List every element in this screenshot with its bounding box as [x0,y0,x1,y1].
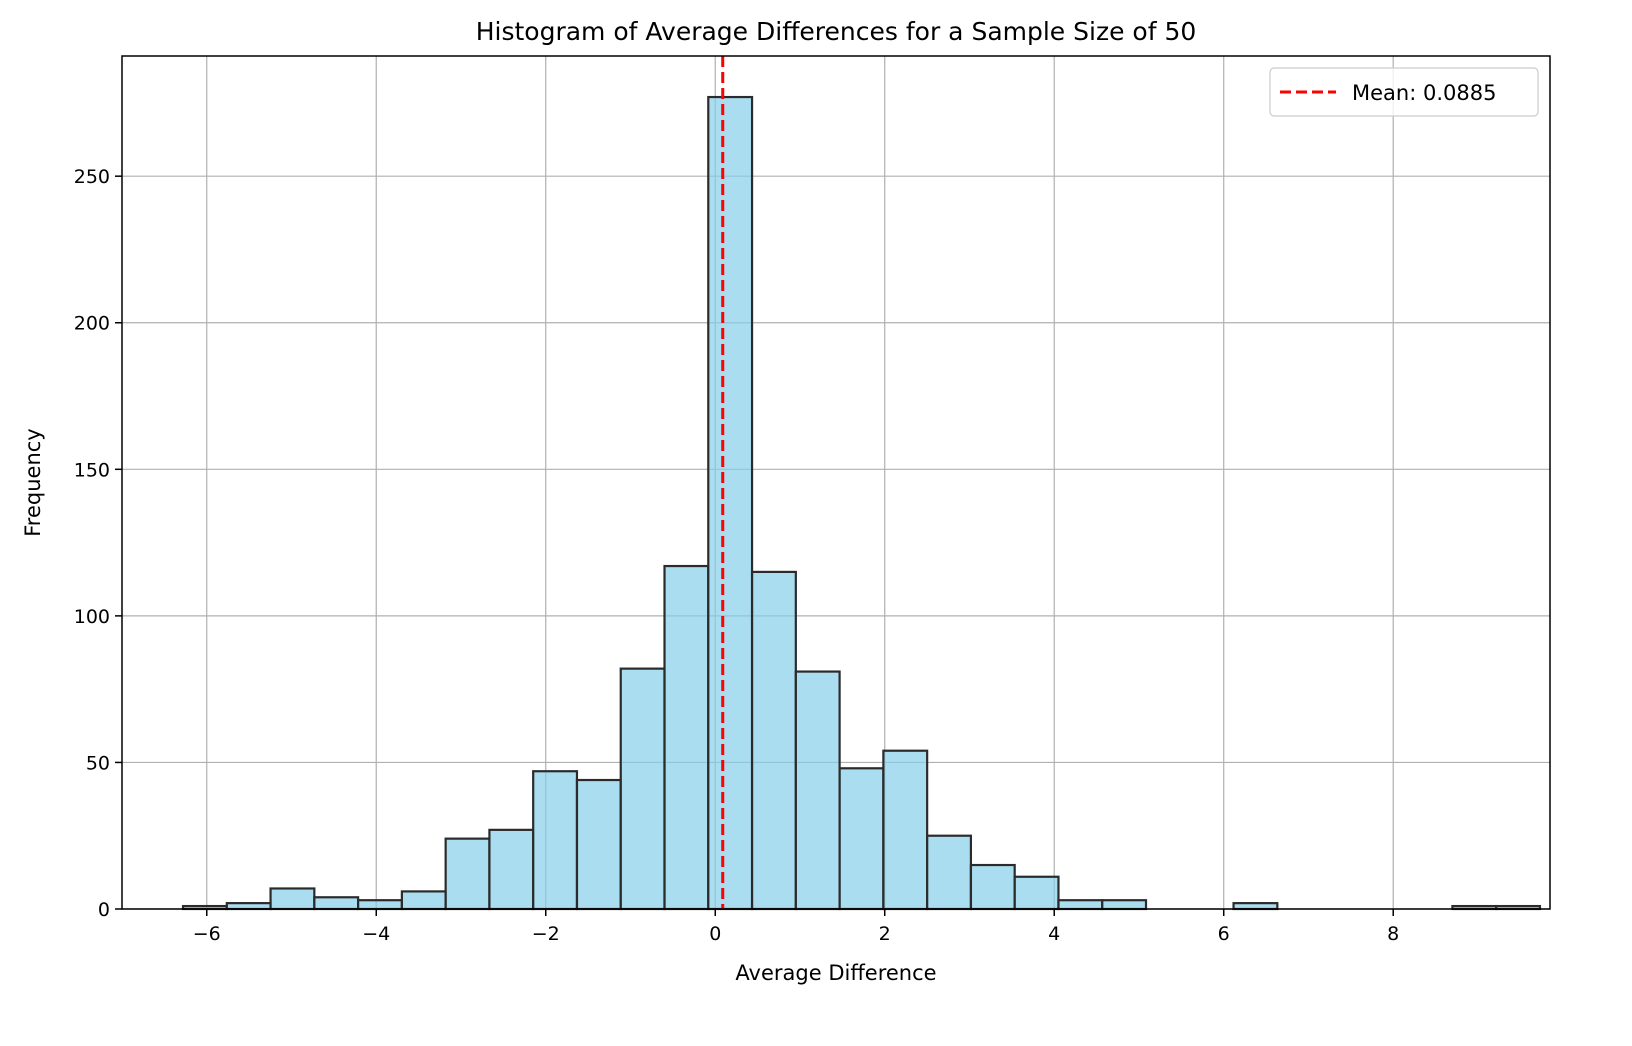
histogram-bar [882,749,929,911]
plot-frame [121,55,1551,910]
histogram-bar [357,899,403,911]
x-tick-label: 0 [709,923,721,945]
histogram-bar [444,837,491,911]
x-tick-label: 8 [1387,923,1399,945]
histogram-bar [1232,902,1279,911]
histogram-bar [969,863,1016,911]
x-tick-label: 4 [1048,923,1060,945]
histogram-bar [794,670,841,911]
histogram-bar [1057,899,1104,911]
histogram-bar [269,887,316,911]
y-tick-label: 150 [74,459,110,481]
y-tick-label: 100 [74,606,110,628]
x-tick-label: −4 [362,923,390,945]
x-tick-label: −2 [532,923,560,945]
histogram-bar [488,828,535,911]
histogram-bar [663,564,710,911]
histogram-bar [225,902,272,911]
histogram-bar [1013,875,1060,911]
histogram-bar [619,667,666,911]
x-tick-label: −6 [193,923,221,945]
x-tick-label: 6 [1218,923,1230,945]
y-tick-label: 0 [98,899,110,921]
x-tick-label: 2 [879,923,891,945]
y-tick-label: 200 [74,313,110,335]
axis-ticks: −6 −4 −2 0 2 4 6 8 0 50 100 150 200 250 [74,166,1400,945]
y-tick-label: 50 [86,752,110,774]
histogram-bar [707,95,754,911]
histogram-bar [400,890,447,911]
y-tick-label: 250 [74,166,110,188]
legend: Mean: 0.0885 [1269,67,1539,117]
x-axis-label: Average Difference [735,961,936,985]
histogram-bars [181,95,1542,911]
histogram-bar [532,770,579,911]
chart-title: Histogram of Average Differences for a S… [476,17,1197,46]
histogram-bar [1101,899,1148,911]
legend-box [1269,67,1539,117]
histogram-bar [926,834,973,911]
histogram-bar [575,778,622,911]
histogram-bar [313,896,360,911]
histogram-bar [750,570,797,911]
histogram-bar [838,767,885,911]
y-axis-label: Frequency [21,428,45,537]
legend-mean-label: Mean: 0.0885 [1352,81,1496,105]
